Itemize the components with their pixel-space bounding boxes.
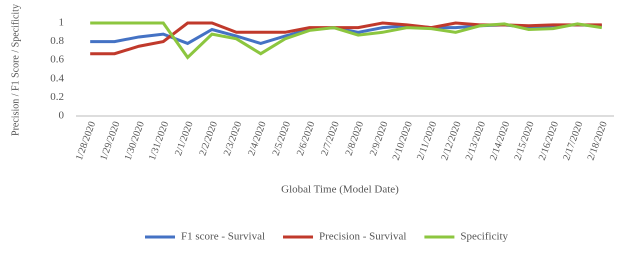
y-tick-label: 0.8 [50, 35, 64, 47]
series-line [90, 21, 603, 60]
y-axis-title: Precision / F1 Score / Specificity [10, 4, 21, 136]
y-tick-label: 0.2 [50, 91, 64, 103]
x-tick-label: 2/12/2020 [439, 120, 463, 162]
x-tick-label: 2/11/2020 [415, 120, 439, 162]
x-tick-label: 2/15/2020 [512, 120, 536, 162]
x-tick-label: 2/4/2020 [246, 120, 268, 157]
x-tick-label: 2/5/2020 [271, 120, 293, 157]
x-tick-label: 2/16/2020 [537, 120, 561, 162]
x-tick-label: 1/30/2020 [123, 120, 147, 162]
legend-label: F1 score - Survival [181, 231, 265, 243]
y-tick-label: 0 [59, 110, 65, 122]
y-tick-label: 1 [59, 17, 65, 29]
x-tick-label: 2/8/2020 [344, 120, 366, 157]
x-tick-label: 2/1/2020 [173, 120, 195, 157]
x-tick-label: 2/2/2020 [197, 120, 219, 157]
x-tick-label: 2/7/2020 [319, 120, 341, 157]
legend-label: Precision - Survival [319, 231, 406, 243]
x-tick-label: 2/9/2020 [368, 120, 390, 157]
legend-label: Specificity [460, 231, 508, 243]
y-tick-label: 0.4 [50, 72, 64, 84]
x-tick-label: 2/17/2020 [561, 120, 585, 162]
x-tick-label: 2/10/2020 [391, 120, 415, 162]
x-tick-label: 2/6/2020 [295, 120, 317, 157]
x-tick-label: 2/13/2020 [464, 120, 488, 162]
x-axis-title: Global Time (Model Date) [281, 184, 399, 196]
x-tick-label: 1/31/2020 [147, 120, 171, 162]
x-tick-label: 2/14/2020 [488, 120, 512, 162]
x-tick-label: 1/29/2020 [98, 120, 122, 162]
y-tick-label: 0.6 [50, 54, 64, 66]
x-tick-label: 2/18/2020 [586, 120, 610, 162]
x-tick-label: 2/3/2020 [222, 120, 244, 157]
x-tick-label: 1/28/2020 [74, 120, 98, 162]
